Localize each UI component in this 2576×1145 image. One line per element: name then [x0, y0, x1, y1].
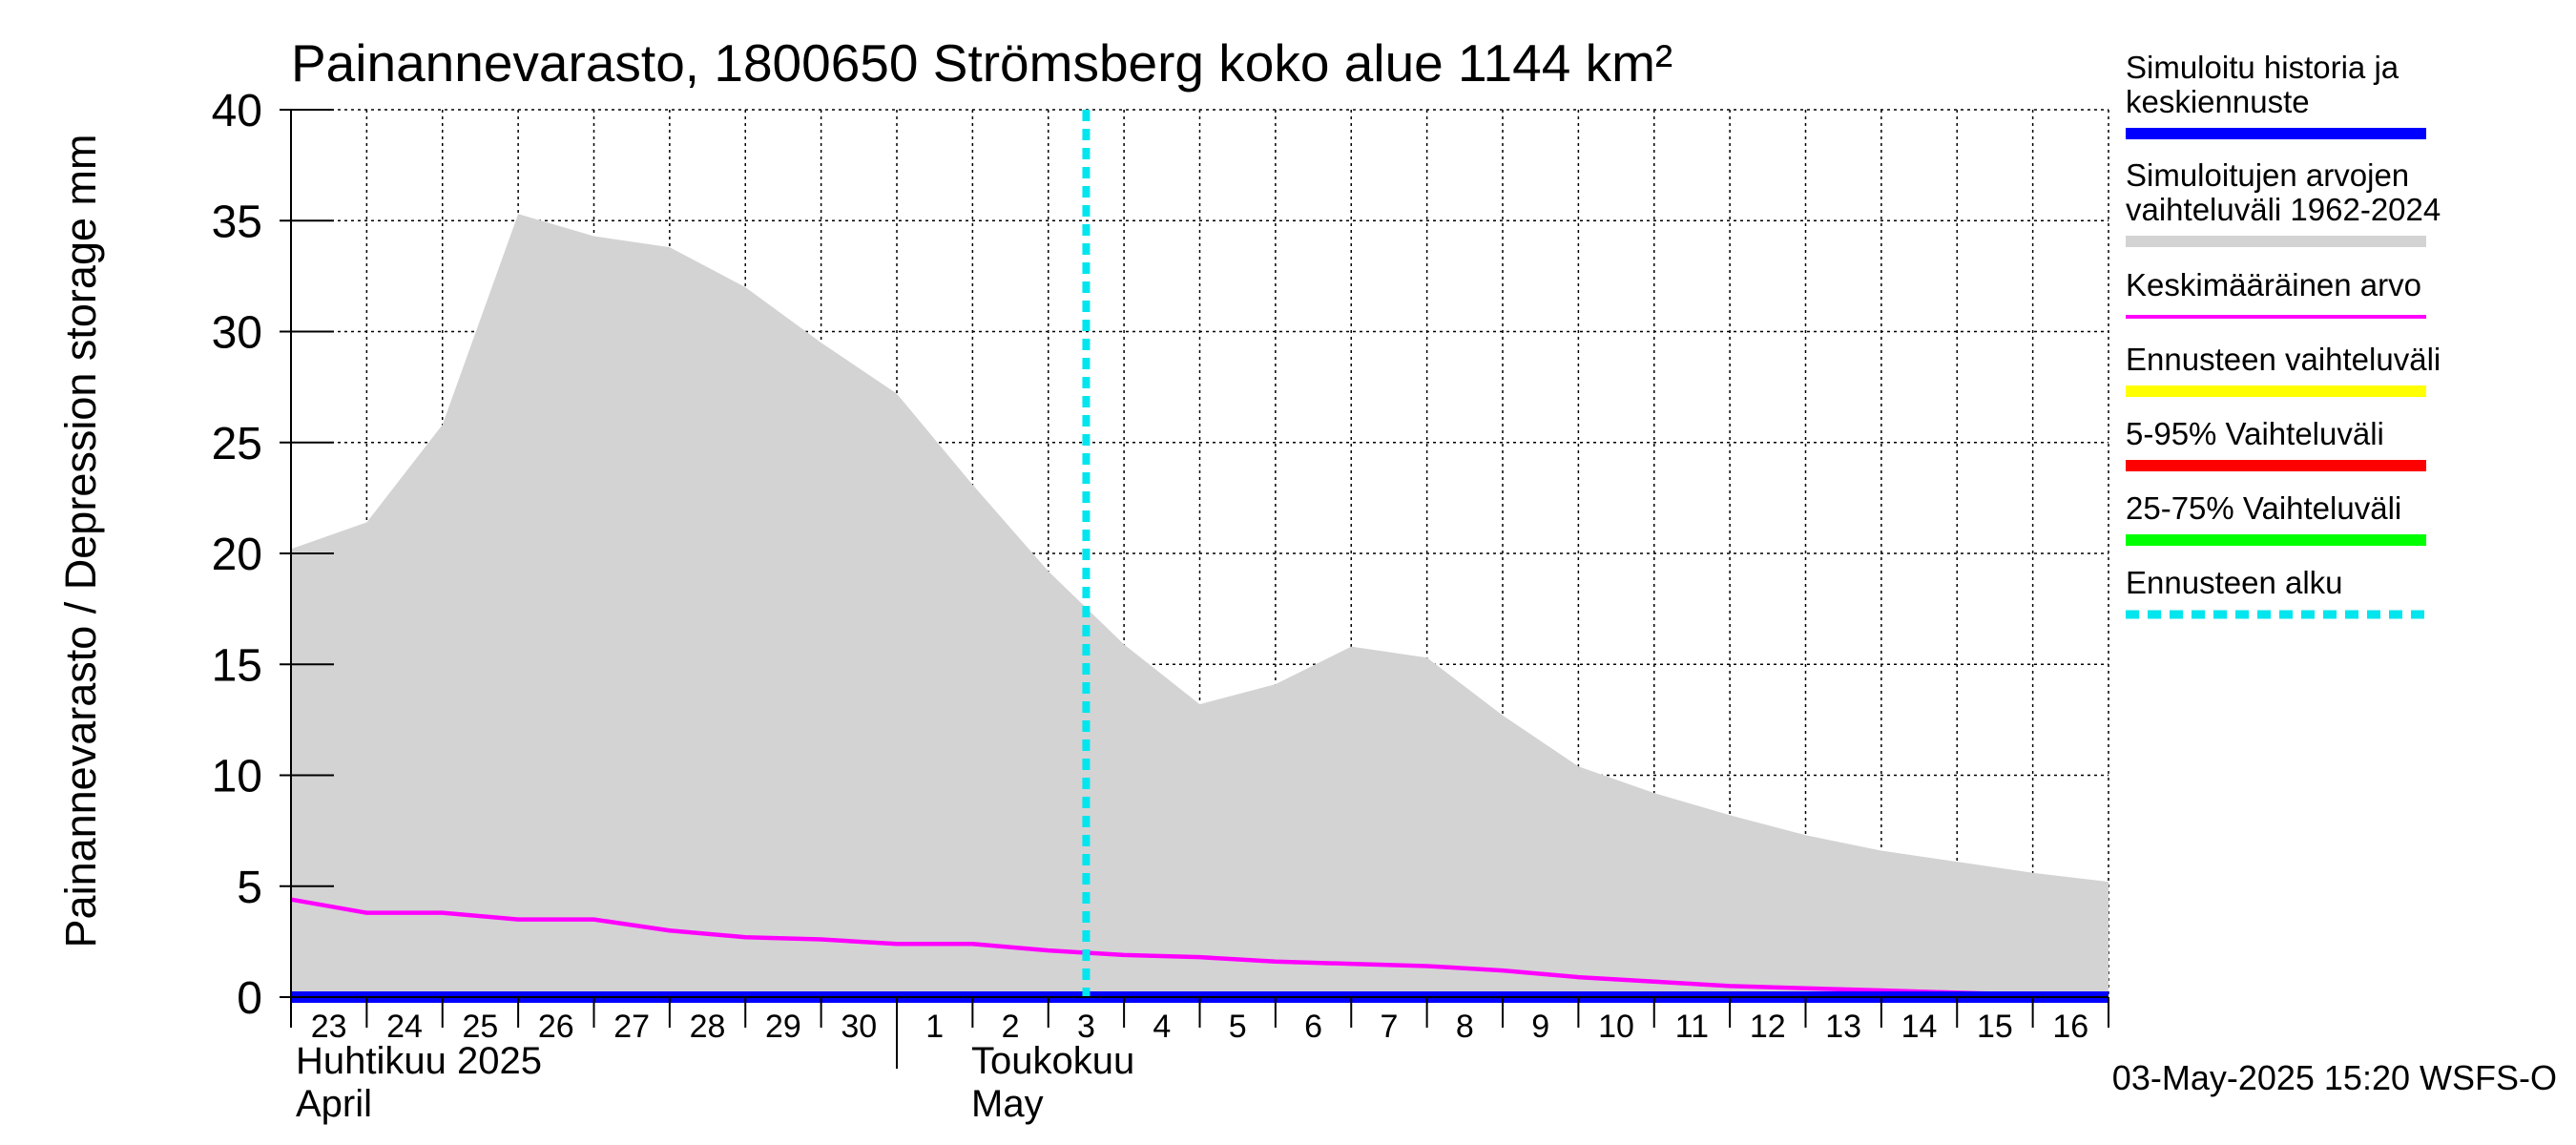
x-tick-label: 23	[311, 1009, 347, 1045]
series-band-range	[291, 214, 2109, 997]
x-tick-label: 27	[613, 1009, 650, 1045]
x-tick-label: 11	[1675, 1009, 1709, 1045]
y-tick-label: 20	[212, 530, 262, 580]
y-tick-label: 5	[237, 863, 262, 913]
footer-timestamp: 03-May-2025 15:20 WSFS-O	[2112, 1058, 2557, 1097]
series-line-mean	[290, 897, 2109, 997]
x-tick-label: 28	[690, 1009, 726, 1045]
x-tick-label: 4	[1153, 1009, 1171, 1045]
legend-label: Keskimääräinen arvo	[2126, 267, 2421, 302]
month-label: Toukokuu	[971, 1040, 1134, 1082]
x-tick-label: 10	[1598, 1009, 1634, 1045]
y-tick-label: 30	[212, 308, 262, 359]
legend-label: Ennusteen vaihteluväli	[2126, 342, 2441, 377]
x-tick-label: 13	[1825, 1009, 1861, 1045]
chart-title: Painannevarasto, 1800650 Strömsberg koko…	[291, 33, 1672, 93]
y-tick-label: 40	[212, 86, 262, 136]
x-tick-label: 8	[1456, 1009, 1474, 1045]
legend-label: Ennusteen alku	[2126, 565, 2343, 600]
x-tick-label: 16	[2052, 1009, 2088, 1045]
x-tick-label: 2	[1002, 1009, 1020, 1045]
x-tick-label: 6	[1304, 1009, 1322, 1045]
x-tick-label: 5	[1229, 1009, 1247, 1045]
x-tick-label: 30	[841, 1009, 877, 1045]
x-tick-label: 15	[1977, 1009, 2013, 1045]
legend-label: Simuloitu historia ja	[2126, 50, 2399, 85]
x-tick-label: 26	[538, 1009, 574, 1045]
month-label-en: April	[296, 1083, 372, 1125]
month-label: Huhtikuu 2025	[296, 1040, 542, 1082]
x-tick-label: 25	[463, 1009, 499, 1045]
legend-label: vaihteluväli 1962-2024	[2126, 192, 2441, 227]
x-tick-label: 9	[1531, 1009, 1549, 1045]
y-tick-label: 35	[212, 197, 262, 247]
legend-label: Simuloitujen arvojen	[2126, 157, 2409, 193]
legend-label: 25-75% Vaihteluväli	[2126, 490, 2401, 526]
x-tick-label: 29	[765, 1009, 801, 1045]
x-tick-label: 14	[1901, 1009, 1938, 1045]
x-tick-label: 24	[386, 1009, 423, 1045]
y-tick-label: 25	[212, 419, 262, 469]
y-tick-label: 15	[212, 640, 262, 691]
x-tick-label: 1	[925, 1009, 944, 1045]
legend-label: 5-95% Vaihteluväli	[2126, 416, 2384, 451]
x-tick-label: 7	[1380, 1009, 1398, 1045]
x-tick-label: 3	[1077, 1009, 1095, 1045]
x-tick-label: 12	[1750, 1009, 1786, 1045]
month-label-en: May	[971, 1083, 1044, 1125]
y-tick-label: 0	[237, 973, 262, 1024]
y-tick-label: 10	[212, 752, 262, 802]
y-axis-label: Painannevarasto / Depression storage mm	[56, 135, 105, 948]
legend-label: keskiennuste	[2126, 84, 2310, 119]
